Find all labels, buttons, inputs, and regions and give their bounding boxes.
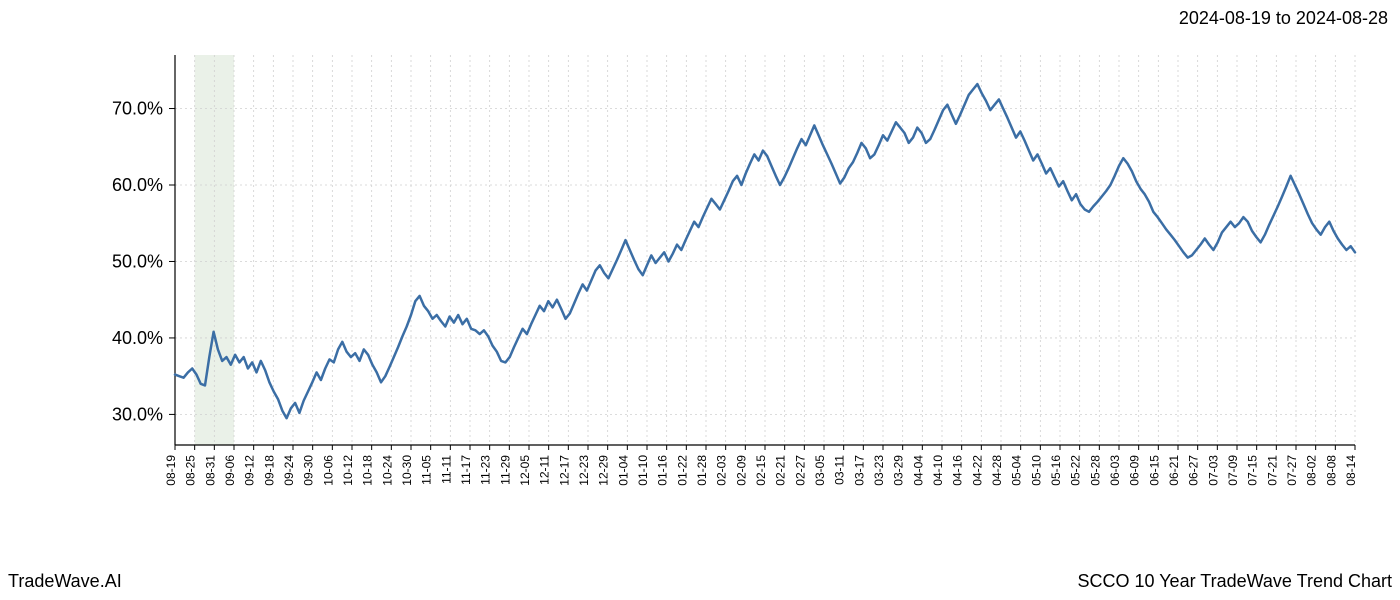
brand-label: TradeWave.AI	[8, 571, 122, 592]
chart-svg: 30.0% 40.0% 50.0% 60.0% 70.0% 08-19 08-25 08-31…	[0, 45, 1400, 525]
xtick-label: 09-18	[262, 455, 276, 486]
xtick-label: 07-09	[1226, 455, 1240, 486]
xtick-label: 03-29	[892, 455, 906, 486]
xtick-label: 07-21	[1265, 455, 1279, 486]
xtick-label: 08-08	[1324, 455, 1338, 486]
xtick-label: 04-04	[911, 455, 925, 486]
date-range-label: 2024-08-19 to 2024-08-28	[1179, 8, 1388, 29]
xtick-label: 03-23	[872, 455, 886, 486]
ytick-label: 60.0%	[112, 175, 163, 195]
xtick-label: 09-06	[223, 455, 237, 486]
xtick-label: 05-16	[1049, 455, 1063, 486]
ytick-label: 50.0%	[112, 251, 163, 271]
xtick-label: 04-16	[951, 455, 965, 486]
xtick-label: 04-22	[970, 455, 984, 486]
xtick-label: 06-21	[1167, 455, 1181, 486]
xtick-label: 08-25	[184, 455, 198, 486]
xtick-label: 06-27	[1187, 455, 1201, 486]
xtick-label: 08-02	[1305, 455, 1319, 486]
xtick-label: 12-11	[538, 455, 552, 485]
xtick-label: 02-15	[754, 455, 768, 486]
xtick-label: 02-27	[793, 455, 807, 486]
xtick-label: 07-27	[1285, 455, 1299, 486]
chart-title: SCCO 10 Year TradeWave Trend Chart	[1078, 571, 1393, 592]
xtick-label: 01-04	[616, 455, 630, 486]
xtick-label: 07-15	[1246, 455, 1260, 486]
xtick-label: 06-03	[1108, 455, 1122, 486]
xtick-label: 11-29	[498, 455, 512, 485]
xtick-label: 09-30	[302, 455, 316, 486]
xtick-label: 12-17	[557, 455, 571, 486]
xtick-label: 11-17	[459, 455, 473, 485]
xtick-label: 08-14	[1344, 455, 1358, 486]
xtick-label: 10-12	[341, 455, 355, 486]
xtick-label: 05-28	[1088, 455, 1102, 486]
xtick-label: 06-09	[1128, 455, 1142, 486]
xtick-label: 04-28	[990, 455, 1004, 486]
xtick-label: 10-18	[361, 455, 375, 486]
line-chart: 30.0% 40.0% 50.0% 60.0% 70.0% 08-19 08-25 08-31…	[0, 45, 1400, 525]
xtick-label: 03-11	[833, 455, 847, 485]
xtick-label: 01-10	[636, 455, 650, 486]
xtick-label: 08-19	[164, 455, 178, 486]
xtick-label: 01-28	[695, 455, 709, 486]
xtick-label: 05-10	[1029, 455, 1043, 486]
xtick-label: 01-22	[675, 455, 689, 486]
xtick-label: 05-04	[1010, 455, 1024, 486]
xtick-label: 01-16	[656, 455, 670, 486]
xtick-label: 02-03	[715, 455, 729, 486]
ytick-label: 40.0%	[112, 328, 163, 348]
xtick-label: 09-24	[282, 455, 296, 486]
xtick-label: 03-17	[852, 455, 866, 486]
xtick-label: 05-22	[1069, 455, 1083, 486]
xtick-label: 02-21	[774, 455, 788, 486]
xtick-label: 06-15	[1147, 455, 1161, 486]
xtick-label: 12-05	[518, 455, 532, 486]
ytick-label: 30.0%	[112, 404, 163, 424]
xtick-label: 12-23	[577, 455, 591, 486]
xtick-label: 08-31	[203, 455, 217, 486]
xtick-label: 11-11	[439, 455, 453, 484]
xtick-label: 11-23	[479, 455, 493, 485]
ytick-label: 70.0%	[112, 99, 163, 119]
xtick-label: 03-05	[813, 455, 827, 486]
xtick-label: 11-05	[420, 455, 434, 485]
xtick-label: 10-24	[380, 455, 394, 486]
xtick-label: 12-29	[597, 455, 611, 486]
xtick-label: 04-10	[931, 455, 945, 486]
xtick-label: 07-03	[1206, 455, 1220, 486]
xtick-label: 10-06	[321, 455, 335, 486]
xtick-label: 10-30	[400, 455, 414, 486]
xtick-label: 02-09	[734, 455, 748, 486]
xtick-label: 09-12	[243, 455, 257, 486]
